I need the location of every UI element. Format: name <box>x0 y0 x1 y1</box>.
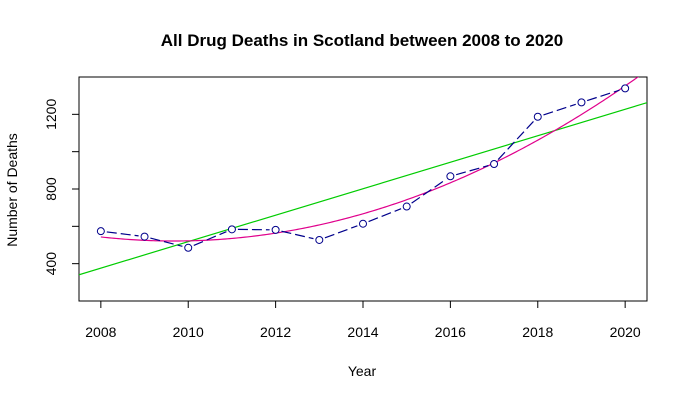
y-axis-label: Number of Deaths <box>4 133 20 247</box>
x-tick-label: 2018 <box>522 324 553 340</box>
data-line-segment <box>193 231 227 247</box>
data-line-segment <box>324 225 358 239</box>
y-axis: 400 800 1200 <box>43 99 80 276</box>
y-tick-label: 1200 <box>43 99 59 130</box>
data-point <box>490 159 499 168</box>
chart-title: All Drug Deaths in Scotland between 2008… <box>161 31 563 50</box>
data-point <box>96 227 105 236</box>
data-line-segment <box>586 89 620 102</box>
data-point <box>184 243 193 252</box>
data-series <box>96 84 630 252</box>
data-line-segment <box>368 208 402 223</box>
data-line-segment <box>543 103 576 116</box>
data-point <box>140 232 149 241</box>
data-point <box>359 219 367 228</box>
linear-fit-line <box>79 102 647 276</box>
x-axis-label: Year <box>348 363 377 379</box>
data-point <box>402 202 411 211</box>
data-line-segment <box>455 165 489 176</box>
data-point <box>577 98 586 107</box>
x-tick-label: 2014 <box>347 324 378 340</box>
data-line-segment <box>411 179 446 204</box>
y-tick-label: 800 <box>43 177 59 201</box>
data-line-segment <box>281 230 314 240</box>
data-point <box>227 225 236 234</box>
data-line-segment <box>150 237 183 247</box>
x-axis: 2008 2010 2012 2014 2016 2018 2020 <box>85 300 641 340</box>
x-tick-label: 2016 <box>435 324 466 340</box>
quadratic-fit-curve <box>100 77 639 242</box>
data-point <box>271 225 280 234</box>
data-point <box>315 235 324 244</box>
data-point <box>533 112 542 121</box>
data-line-segment <box>106 231 139 237</box>
x-tick-label: 2012 <box>260 324 291 340</box>
fit-lines <box>79 77 647 276</box>
data-point <box>621 84 630 93</box>
data-point <box>446 172 455 181</box>
x-tick-label: 2020 <box>610 324 641 340</box>
x-tick-label: 2008 <box>85 324 116 340</box>
y-tick-label: 400 <box>43 252 59 276</box>
x-tick-label: 2010 <box>173 324 204 340</box>
data-line-segment <box>497 120 535 160</box>
